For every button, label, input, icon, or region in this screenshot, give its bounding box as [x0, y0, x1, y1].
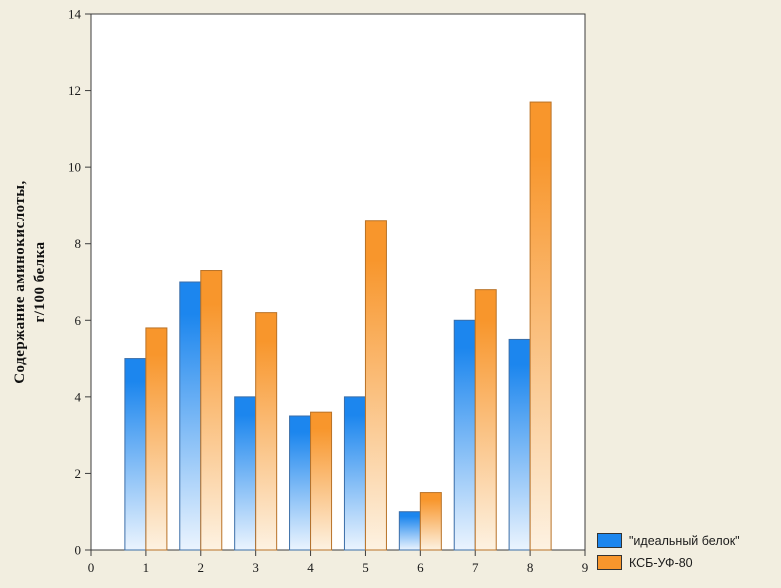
x-tick-label: 9: [582, 560, 589, 575]
y-tick-label: 10: [68, 160, 81, 175]
x-tick-label: 6: [417, 560, 424, 575]
bar-ideal-protein-4: [289, 415, 312, 551]
bar-ideal-protein-2: [179, 281, 202, 551]
bar-ksb-uf-80-7: [474, 289, 497, 551]
y-tick-label: 6: [75, 313, 82, 328]
y-tick-label: 4: [75, 389, 82, 404]
bar-ksb-uf-80-6: [419, 492, 442, 551]
x-tick-label: 7: [472, 560, 479, 575]
bar-ksb-uf-80-4: [310, 411, 333, 551]
legend-swatch-ksb-uf-80: [597, 555, 622, 570]
bar-ksb-uf-80-1: [145, 327, 168, 551]
bar-ideal-protein-1: [124, 358, 147, 551]
y-tick-label: 2: [75, 466, 82, 481]
bar-ideal-protein-6: [398, 511, 421, 551]
legend-swatch-ideal-protein: [597, 533, 622, 548]
x-tick-label: 0: [88, 560, 95, 575]
x-tick-label: 4: [307, 560, 314, 575]
y-tick-label: 0: [75, 543, 82, 558]
bar-ideal-protein-7: [453, 319, 476, 551]
x-tick-label: 8: [527, 560, 534, 575]
x-tick-label: 1: [143, 560, 150, 575]
legend-label-ideal-protein: "идеальный белок": [629, 533, 740, 548]
bar-ksb-uf-80-3: [255, 312, 278, 551]
legend-item-ideal-protein: "идеальный белок": [597, 533, 740, 548]
bar-ksb-uf-80-2: [200, 270, 223, 551]
x-tick-label: 5: [362, 560, 369, 575]
bar-ideal-protein-3: [234, 396, 257, 551]
bar-ideal-protein-5: [343, 396, 366, 551]
plot-area: [90, 13, 586, 551]
x-tick-label: 2: [198, 560, 205, 575]
legend: "идеальный белок" КСБ-УФ-80: [597, 533, 740, 570]
legend-label-ksb-uf-80: КСБ-УФ-80: [629, 555, 693, 570]
bar-ideal-protein-8: [508, 338, 531, 551]
bar-ksb-uf-80-8: [529, 101, 552, 551]
bar-ksb-uf-80-5: [364, 220, 387, 551]
y-tick-label: 8: [75, 236, 82, 251]
y-tick-label: 14: [68, 7, 82, 22]
legend-item-ksb-uf-80: КСБ-УФ-80: [597, 555, 740, 570]
y-tick-label: 12: [68, 83, 81, 98]
x-tick-label: 3: [252, 560, 259, 575]
